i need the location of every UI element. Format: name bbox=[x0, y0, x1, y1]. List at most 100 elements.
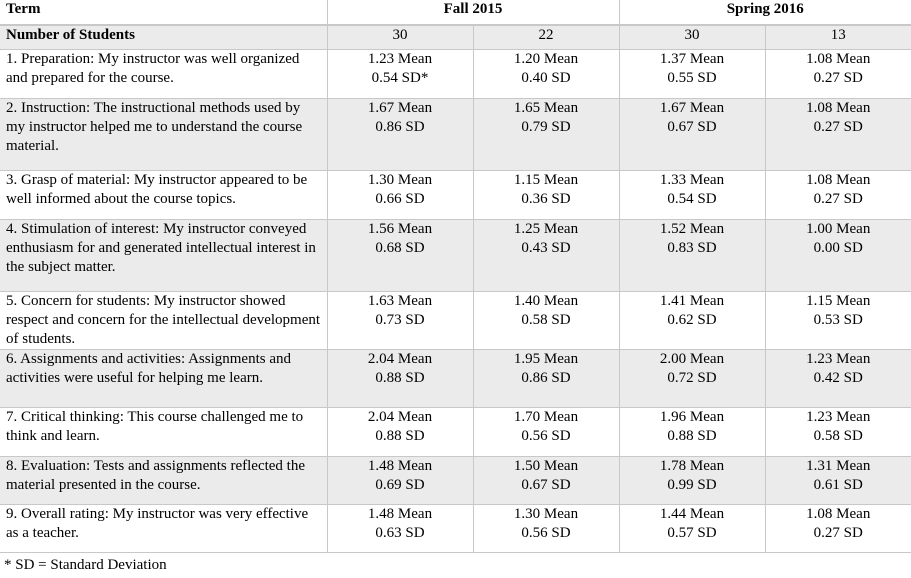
student-count: 22 bbox=[472, 25, 619, 50]
stat-cell: 1.23 Mean 0.42 SD bbox=[764, 349, 911, 408]
row-label: 6. Assignments and activities: Assignmen… bbox=[0, 349, 327, 408]
sd-value: 0.54 SD* bbox=[371, 69, 429, 86]
item-row: 6. Assignments and activities: Assignmen… bbox=[0, 349, 911, 408]
sd-value: 0.79 SD bbox=[521, 118, 571, 135]
row-label: 9. Overall rating: My instructor was ver… bbox=[0, 504, 327, 553]
item-row: 1. Preparation: My instructor was well o… bbox=[0, 49, 911, 99]
mean-value: 1.23 Mean bbox=[806, 408, 871, 425]
stat-cell: 2.04 Mean 0.88 SD bbox=[326, 349, 473, 408]
sd-value: 0.72 SD bbox=[667, 369, 717, 386]
stat-cell: 1.31 Mean 0.61 SD bbox=[764, 456, 911, 505]
stat-cell: 1.67 Mean 0.67 SD bbox=[618, 98, 765, 171]
stat-cell: 1.41 Mean 0.62 SD bbox=[618, 291, 765, 350]
stat-cell: 1.20 Mean 0.40 SD bbox=[472, 49, 619, 99]
stat-cell: 1.40 Mean 0.58 SD bbox=[472, 291, 619, 350]
sd-value: 0.58 SD bbox=[521, 311, 571, 328]
sd-value: 0.66 SD bbox=[375, 190, 425, 207]
header-cell: Spring 2016 bbox=[618, 0, 911, 26]
header-cell: Fall 2015 bbox=[326, 0, 619, 26]
stat-cell: 1.48 Mean 0.69 SD bbox=[326, 456, 473, 505]
sd-value: 0.83 SD bbox=[667, 239, 717, 256]
sd-value: 0.99 SD bbox=[667, 476, 717, 493]
mean-value: 1.48 Mean bbox=[367, 457, 433, 474]
mean-value: 1.78 Mean bbox=[659, 457, 725, 474]
sd-value: 0.40 SD bbox=[521, 69, 571, 86]
stat-cell: 1.65 Mean 0.79 SD bbox=[472, 98, 619, 171]
sd-value: 0.27 SD bbox=[813, 118, 863, 135]
sd-value: 0.54 SD bbox=[667, 190, 717, 207]
stat-cell: 1.67 Mean 0.86 SD bbox=[326, 98, 473, 171]
sd-value: 0.62 SD bbox=[667, 311, 717, 328]
mean-value: 1.70 Mean bbox=[513, 408, 579, 425]
mean-value: 1.37 Mean bbox=[659, 50, 725, 67]
mean-value: 1.31 Mean bbox=[806, 457, 871, 474]
stat-cell: 1.52 Mean 0.83 SD bbox=[618, 219, 765, 292]
sd-value: 0.27 SD bbox=[813, 190, 863, 207]
item-row: 9. Overall rating: My instructor was ver… bbox=[0, 504, 911, 553]
item-row: 3. Grasp of material: My instructor appe… bbox=[0, 170, 911, 220]
sd-value: 0.27 SD bbox=[813, 69, 863, 86]
sd-value: 0.67 SD bbox=[667, 118, 717, 135]
item-row: 7. Critical thinking: This course challe… bbox=[0, 407, 911, 457]
sd-value: 0.61 SD bbox=[813, 476, 863, 493]
item-row: 4. Stimulation of interest: My instructo… bbox=[0, 219, 911, 292]
sd-value: 0.36 SD bbox=[521, 190, 571, 207]
stat-cell: 1.08 Mean 0.27 SD bbox=[764, 170, 911, 220]
mean-value: 1.15 Mean bbox=[513, 171, 579, 188]
sd-value: 0.63 SD bbox=[375, 524, 425, 541]
mean-value: 1.08 Mean bbox=[806, 505, 871, 522]
stat-cell: 1.15 Mean 0.53 SD bbox=[764, 291, 911, 350]
stat-cell: 1.44 Mean 0.57 SD bbox=[618, 504, 765, 553]
stat-cell: 2.04 Mean 0.88 SD bbox=[326, 407, 473, 457]
students-row: Number of Students 30 22 30 13 bbox=[0, 25, 911, 50]
item-row: 2. Instruction: The instructional method… bbox=[0, 98, 911, 171]
mean-value: 1.33 Mean bbox=[659, 171, 725, 188]
mean-value: 1.20 Mean bbox=[513, 50, 579, 67]
mean-value: 1.48 Mean bbox=[367, 505, 433, 522]
mean-value: 1.30 Mean bbox=[367, 171, 433, 188]
student-count: 30 bbox=[618, 25, 765, 50]
row-label: 8. Evaluation: Tests and assignments ref… bbox=[0, 456, 327, 505]
mean-value: 1.65 Mean bbox=[513, 99, 579, 116]
stat-cell: 1.08 Mean 0.27 SD bbox=[764, 49, 911, 99]
row-label: Number of Students bbox=[0, 25, 327, 50]
header-cell: Term bbox=[0, 0, 327, 26]
stat-cell: 1.56 Mean 0.68 SD bbox=[326, 219, 473, 292]
sd-value: 0.57 SD bbox=[667, 524, 717, 541]
sd-value: 0.88 SD bbox=[375, 369, 425, 386]
stat-cell: 1.78 Mean 0.99 SD bbox=[618, 456, 765, 505]
stat-cell: 1.70 Mean 0.56 SD bbox=[472, 407, 619, 457]
sd-value: 0.55 SD bbox=[667, 69, 717, 86]
mean-value: 1.23 Mean bbox=[806, 350, 871, 367]
sd-value: 0.73 SD bbox=[375, 311, 425, 328]
sd-value: 0.42 SD bbox=[813, 369, 863, 386]
mean-value: 1.40 Mean bbox=[513, 292, 579, 309]
stat-cell: 1.23 Mean 0.58 SD bbox=[764, 407, 911, 457]
sd-value: 0.56 SD bbox=[521, 427, 571, 444]
sd-value: 0.56 SD bbox=[521, 524, 571, 541]
stat-cell: 1.48 Mean 0.63 SD bbox=[326, 504, 473, 553]
mean-value: 2.00 Mean bbox=[659, 350, 725, 367]
sd-value: 0.86 SD bbox=[521, 369, 571, 386]
sd-value: 0.68 SD bbox=[375, 239, 425, 256]
sd-value: 0.69 SD bbox=[375, 476, 425, 493]
item-row: 5. Concern for students: My instructor s… bbox=[0, 291, 911, 350]
mean-value: 2.04 Mean bbox=[367, 408, 433, 425]
stat-cell: 1.30 Mean 0.66 SD bbox=[326, 170, 473, 220]
sd-value: 0.53 SD bbox=[813, 311, 863, 328]
sd-value: 0.00 SD bbox=[813, 239, 863, 256]
stat-cell: 1.08 Mean 0.27 SD bbox=[764, 504, 911, 553]
footnote: * SD = Standard Deviation bbox=[4, 556, 167, 573]
stat-cell: 1.33 Mean 0.54 SD bbox=[618, 170, 765, 220]
row-label: 4. Stimulation of interest: My instructo… bbox=[0, 219, 327, 292]
mean-value: 1.41 Mean bbox=[659, 292, 725, 309]
stat-cell: 2.00 Mean 0.72 SD bbox=[618, 349, 765, 408]
mean-value: 1.44 Mean bbox=[659, 505, 725, 522]
mean-value: 1.08 Mean bbox=[806, 171, 871, 188]
mean-value: 2.04 Mean bbox=[367, 350, 433, 367]
mean-value: 1.08 Mean bbox=[806, 99, 871, 116]
row-label: 1. Preparation: My instructor was well o… bbox=[0, 49, 327, 99]
stat-cell: 1.08 Mean 0.27 SD bbox=[764, 98, 911, 171]
mean-value: 1.15 Mean bbox=[806, 292, 871, 309]
